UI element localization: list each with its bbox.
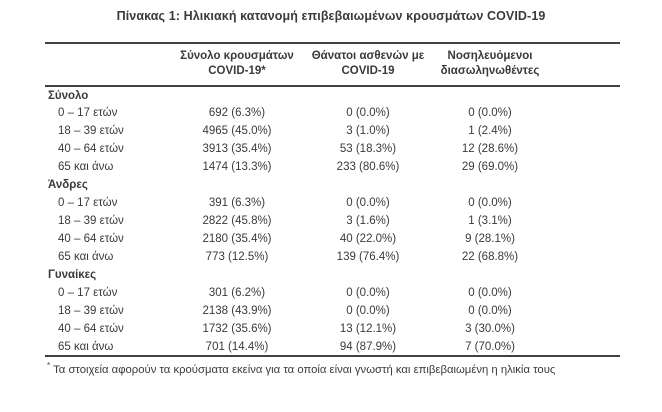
column-header-intubated: Νοσηλευόμενοι διασωληνωθέντες <box>427 43 553 86</box>
footnote-marker: * <box>47 361 51 370</box>
intubated-cell: 0 (0.0%) <box>468 107 512 119</box>
row-label: 65 και άνω <box>58 161 114 173</box>
table-row: 18 – 39 ετών 4965 (45.0%) 3 (1.0%) 1 (2.… <box>45 122 620 140</box>
column-header-cases: Σύνολο κρουσμάτων COVID-19* <box>165 43 309 86</box>
table-row: 40 – 64 ετών 3913 (35.4%) 53 (18.3%) 12 … <box>45 140 620 158</box>
intubated-cell: 1 (3.1%) <box>468 215 512 227</box>
row-label: 65 και άνω <box>58 251 114 263</box>
cases-cell: 1474 (13.3%) <box>202 161 272 173</box>
table-header: Σύνολο κρουσμάτων COVID-19* Θάνατοι ασθε… <box>45 43 620 86</box>
row-label: 40 – 64 ετών <box>58 143 124 155</box>
intubated-cell: 9 (28.1%) <box>465 233 515 245</box>
cases-cell: 391 (6.3%) <box>208 197 266 209</box>
row-label: 40 – 64 ετών <box>58 233 124 245</box>
section-row-total: Σύνολο <box>45 86 620 104</box>
column-header-line: Θάνατοι ασθενών με <box>311 50 425 62</box>
cases-cell: 1732 (35.6%) <box>202 323 272 335</box>
table-row: 40 – 64 ετών 1732 (35.6%) 13 (12.1%) 3 (… <box>45 320 620 338</box>
intubated-cell: 12 (28.6%) <box>461 143 519 155</box>
column-header-line: COVID-19* <box>208 65 266 77</box>
intubated-cell: 7 (70.0%) <box>465 340 515 353</box>
deaths-cell: 53 (18.3%) <box>339 143 397 155</box>
row-label: 18 – 39 ετών <box>58 215 124 227</box>
deaths-cell: 40 (22.0%) <box>339 233 397 245</box>
row-label: 18 – 39 ετών <box>58 125 124 137</box>
deaths-cell: 139 (76.4%) <box>336 251 400 263</box>
section-row-women: Γυναίκες <box>45 266 620 284</box>
row-label: 0 – 17 ετών <box>58 287 118 299</box>
section-header: Άνδρες <box>48 179 88 191</box>
deaths-cell: 0 (0.0%) <box>346 305 390 317</box>
deaths-cell: 94 (87.9%) <box>339 340 397 353</box>
section-row-men: Άνδρες <box>45 176 620 194</box>
table-row: 18 – 39 ετών 2138 (43.9%) 0 (0.0%) 0 (0.… <box>45 302 620 320</box>
intubated-cell: 0 (0.0%) <box>468 305 512 317</box>
deaths-cell: 233 (80.6%) <box>336 161 400 173</box>
deaths-cell: 0 (0.0%) <box>346 107 390 119</box>
table-row: 40 – 64 ετών 2180 (35.4%) 40 (22.0%) 9 (… <box>45 230 620 248</box>
intubated-cell: 29 (69.0%) <box>461 161 519 173</box>
intubated-cell: 3 (30.0%) <box>465 323 515 335</box>
cases-cell: 4965 (45.0%) <box>202 125 272 137</box>
table-row: 65 και άνω 701 (14.4%) 94 (87.9%) 7 (70.… <box>45 338 620 356</box>
section-header: Γυναίκες <box>48 269 97 281</box>
row-label: 65 και άνω <box>58 340 114 353</box>
intubated-cell: 22 (68.8%) <box>461 251 519 263</box>
empty-header-cell <box>45 43 165 86</box>
deaths-cell: 13 (12.1%) <box>339 323 397 335</box>
empty-header-cell <box>553 43 620 86</box>
cases-cell: 301 (6.2%) <box>208 287 266 299</box>
cases-cell: 773 (12.5%) <box>205 251 269 263</box>
row-label: 0 – 17 ετών <box>58 197 118 209</box>
deaths-cell: 0 (0.0%) <box>346 197 390 209</box>
cases-cell: 2822 (45.8%) <box>202 215 272 227</box>
covid-age-table: Σύνολο κρουσμάτων COVID-19* Θάνατοι ασθε… <box>45 42 620 357</box>
table-row: 18 – 39 ετών 2822 (45.8%) 3 (1.6%) 1 (3.… <box>45 212 620 230</box>
deaths-cell: 0 (0.0%) <box>346 287 390 299</box>
footnote-text: Τα στοιχεία αφορούν τα κρούσματα εκείνα … <box>53 363 556 376</box>
section-header: Σύνολο <box>48 89 89 102</box>
deaths-cell: 3 (1.0%) <box>346 125 390 137</box>
cases-cell: 692 (6.3%) <box>208 107 266 119</box>
column-header-line: διασωληνωθέντες <box>440 65 540 77</box>
page-title: Πίνακας 1: Ηλικιακή κατανομή επιβεβαιωμέ… <box>116 9 546 23</box>
table-row: 65 και άνω 1474 (13.3%) 233 (80.6%) 29 (… <box>45 158 620 176</box>
row-label: 0 – 17 ετών <box>58 107 118 119</box>
footnote: * Τα στοιχεία αφορούν τα κρούσματα εκείνα… <box>47 361 627 376</box>
column-header-line: Νοσηλευόμενοι <box>447 50 533 62</box>
table-row: 65 και άνω 773 (12.5%) 139 (76.4%) 22 (6… <box>45 248 620 266</box>
intubated-cell: 1 (2.4%) <box>468 125 512 137</box>
column-header-line: Σύνολο κρουσμάτων <box>180 50 294 62</box>
cases-cell: 2138 (43.9%) <box>202 305 272 317</box>
table-row: 0 – 17 ετών 391 (6.3%) 0 (0.0%) 0 (0.0%) <box>45 194 620 212</box>
cases-cell: 701 (14.4%) <box>205 340 269 353</box>
row-label: 40 – 64 ετών <box>58 323 124 335</box>
column-header-line: COVID-19 <box>341 65 395 77</box>
table-row: 0 – 17 ετών 301 (6.2%) 0 (0.0%) 0 (0.0%) <box>45 284 620 302</box>
cases-cell: 2180 (35.4%) <box>202 233 272 245</box>
column-header-deaths: Θάνατοι ασθενών με COVID-19 <box>309 43 427 86</box>
deaths-cell: 3 (1.6%) <box>346 215 390 227</box>
data-table: Σύνολο κρουσμάτων COVID-19* Θάνατοι ασθε… <box>45 42 620 357</box>
intubated-cell: 0 (0.0%) <box>468 287 512 299</box>
table-row: 0 – 17 ετών 692 (6.3%) 0 (0.0%) 0 (0.0%) <box>45 104 620 122</box>
cases-cell: 3913 (35.4%) <box>202 143 272 155</box>
row-label: 18 – 39 ετών <box>58 305 124 317</box>
intubated-cell: 0 (0.0%) <box>468 197 512 209</box>
